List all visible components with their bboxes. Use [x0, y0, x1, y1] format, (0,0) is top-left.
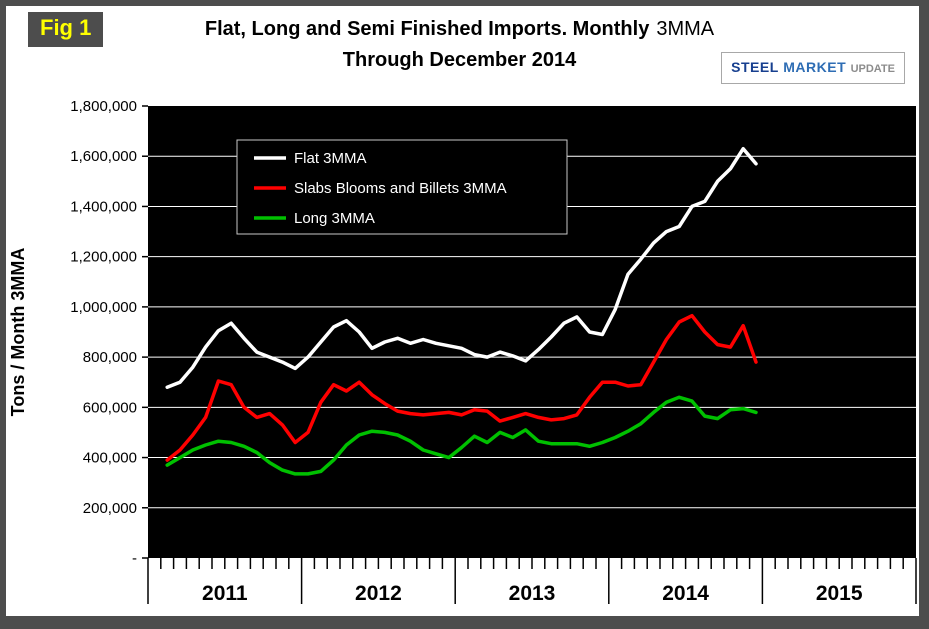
y-tick-label: 800,000	[83, 349, 137, 366]
y-tick-label: 1,000,000	[70, 299, 137, 316]
y-tick-label: 1,800,000	[70, 98, 137, 115]
y-tick-label: 200,000	[83, 500, 137, 517]
x-year-label: 2011	[202, 582, 248, 605]
title-suffix: 3MMA	[656, 18, 715, 40]
title-main: Flat, Long and Semi Finished Imports. Mo…	[204, 18, 650, 40]
y-tick-label: 1,400,000	[70, 198, 137, 215]
series-line-flat-3mma	[165, 146, 758, 389]
smu-logo: STEEL MARKET UPDATE	[721, 52, 905, 84]
chart-title-line2: Through December 2014	[342, 49, 577, 71]
x-year-label: 2013	[509, 582, 556, 605]
y-tick-label: -	[132, 550, 137, 567]
x-year-label: 2012	[355, 582, 402, 605]
figure-label: Fig 1	[28, 12, 104, 47]
chart-title-block: Flat, Long and Semi Finished Imports. Mo…	[110, 14, 809, 76]
series-line-slabs-blooms-and-billets-3mma	[165, 313, 758, 462]
x-year-label: 2015	[816, 582, 863, 605]
legend-box	[236, 139, 568, 235]
y-tick-label: 1,200,000	[70, 249, 137, 266]
legend-label: Flat 3MMA	[294, 150, 367, 167]
figure-label-text: Fig 1	[40, 15, 92, 40]
smu-logo-update: UPDATE	[850, 63, 895, 75]
legend-label: Long 3MMA	[294, 210, 375, 227]
legend-label: Slabs Blooms and Billets 3MMA	[294, 180, 507, 197]
y-tick-label: 1,600,000	[70, 148, 137, 165]
y-tick-label: 600,000	[83, 399, 137, 416]
line-chart: - 200,000 400,000 600,000 800,000 1,000,000 1,…	[8, 98, 917, 605]
smu-logo-market: MARKET	[783, 59, 847, 75]
y-tick-label: 400,000	[83, 450, 137, 467]
chart-title-line1: Flat, Long and Semi Finished Imports. Mo…	[110, 14, 809, 45]
y-axis-title: Tons / Month 3MMA	[8, 248, 28, 417]
smu-logo-steel: STEEL	[731, 59, 779, 75]
series-line-long-3mma	[165, 395, 758, 476]
x-year-label: 2014	[662, 582, 709, 605]
